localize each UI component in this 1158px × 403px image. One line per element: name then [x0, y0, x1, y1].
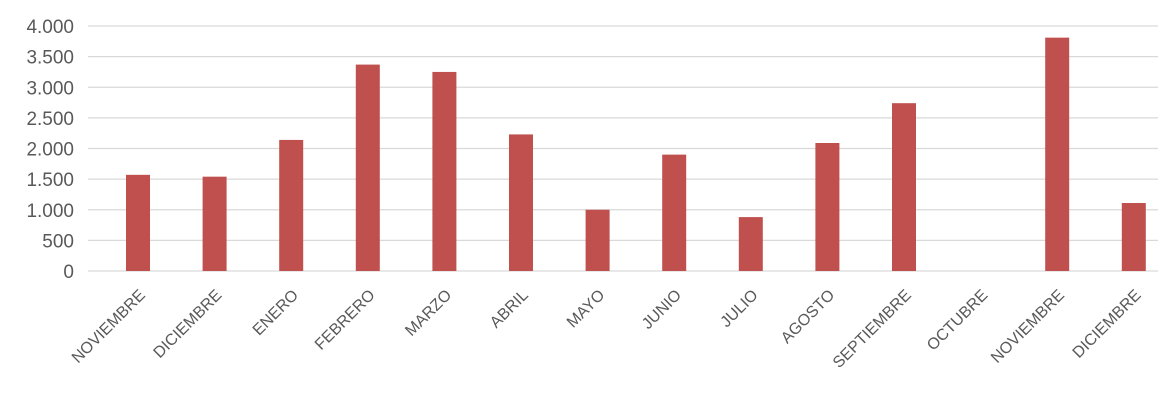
x-tick-label: MARZO [402, 287, 455, 340]
bar [1045, 37, 1070, 272]
bar [662, 154, 687, 271]
x-tick-label: NOVIEMBRE [69, 287, 149, 367]
bar [738, 217, 763, 271]
bar [585, 209, 610, 271]
x-tick-label: DICIEMBRE [1070, 287, 1145, 362]
x-tick-label: NOVIEMBRE [988, 287, 1068, 367]
y-tick-label: 500 [42, 231, 74, 252]
x-tick-label: DICIEMBRE [151, 287, 226, 362]
bar [509, 134, 533, 271]
x-tick-label: ENERO [250, 287, 302, 339]
x-axis-ticks: NOVIEMBRE DICIEMBRE ENERO FEBRERO MARZO ABRIL… [69, 287, 1145, 372]
y-tick-label: 0 [63, 262, 74, 283]
bar [126, 174, 150, 271]
bar [892, 103, 916, 271]
y-tick-label: 4.000 [26, 17, 74, 38]
bar [432, 71, 457, 271]
bar [815, 142, 840, 271]
bar [202, 176, 227, 271]
y-tick-label: 3.000 [26, 78, 74, 99]
x-tick-label: JUNIO [639, 287, 685, 333]
x-tick-label: AGOSTO [778, 287, 838, 347]
y-tick-label: 2.500 [26, 109, 74, 130]
x-tick-label: FEBRERO [312, 287, 379, 354]
x-tick-label: MAYO [564, 287, 609, 332]
bar [355, 64, 380, 272]
y-tick-label: 1.500 [26, 170, 74, 191]
bars [126, 37, 1146, 272]
y-tick-label: 1.000 [26, 201, 74, 222]
y-tick-label: 2.000 [26, 140, 74, 161]
x-tick-label: SEPTIEMBRE [830, 287, 915, 372]
x-tick-label: OCTUBRE [924, 287, 991, 354]
y-tick-label: 3.500 [26, 48, 74, 69]
x-tick-label: JULIO [718, 287, 762, 331]
bar [279, 139, 304, 271]
y-axis-ticks: 0 500 1.000 1.500 2.000 2.500 3.000 3.500 4.000 [26, 17, 74, 283]
bar [1121, 203, 1146, 271]
grid [88, 25, 1158, 272]
x-tick-label: ABRIL [487, 287, 532, 332]
